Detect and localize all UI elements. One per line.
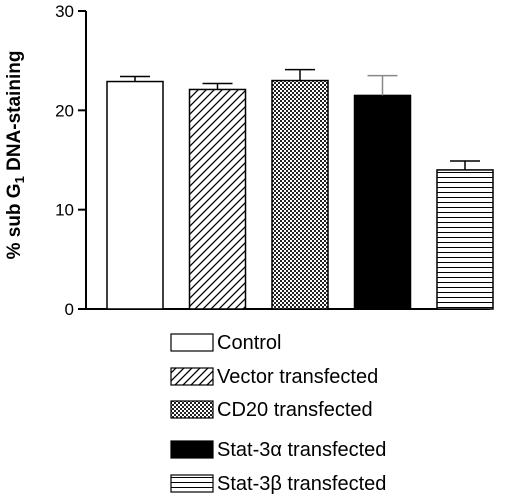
bar — [353, 94, 412, 310]
legend-label: CD20 transfected — [217, 399, 373, 421]
legend-swatch — [170, 333, 214, 352]
y-axis-label: % sub G1 DNA-staining — [4, 51, 27, 260]
bar — [188, 88, 247, 310]
legend-label: Control — [217, 332, 281, 354]
legend: Control Vector transfected CD20 transfecte… — [170, 332, 386, 495]
y-tick-label: 30 — [55, 2, 74, 21]
legend-swatch — [170, 474, 214, 493]
bars — [106, 68, 494, 310]
legend-label: Vector transfected — [217, 366, 378, 388]
bar — [106, 80, 164, 310]
legend-swatch — [170, 367, 214, 386]
legend-swatch — [170, 440, 214, 459]
legend-label: Stat-3α transfected — [217, 439, 386, 461]
legend-label: Stat-3β transfected — [217, 473, 386, 495]
legend-swatch — [170, 400, 214, 419]
bar — [271, 79, 329, 310]
y-tick-label: 20 — [55, 101, 74, 120]
bar — [436, 169, 494, 310]
y-tick-label: 0 — [65, 300, 74, 319]
y-tick-label: 10 — [55, 201, 74, 220]
